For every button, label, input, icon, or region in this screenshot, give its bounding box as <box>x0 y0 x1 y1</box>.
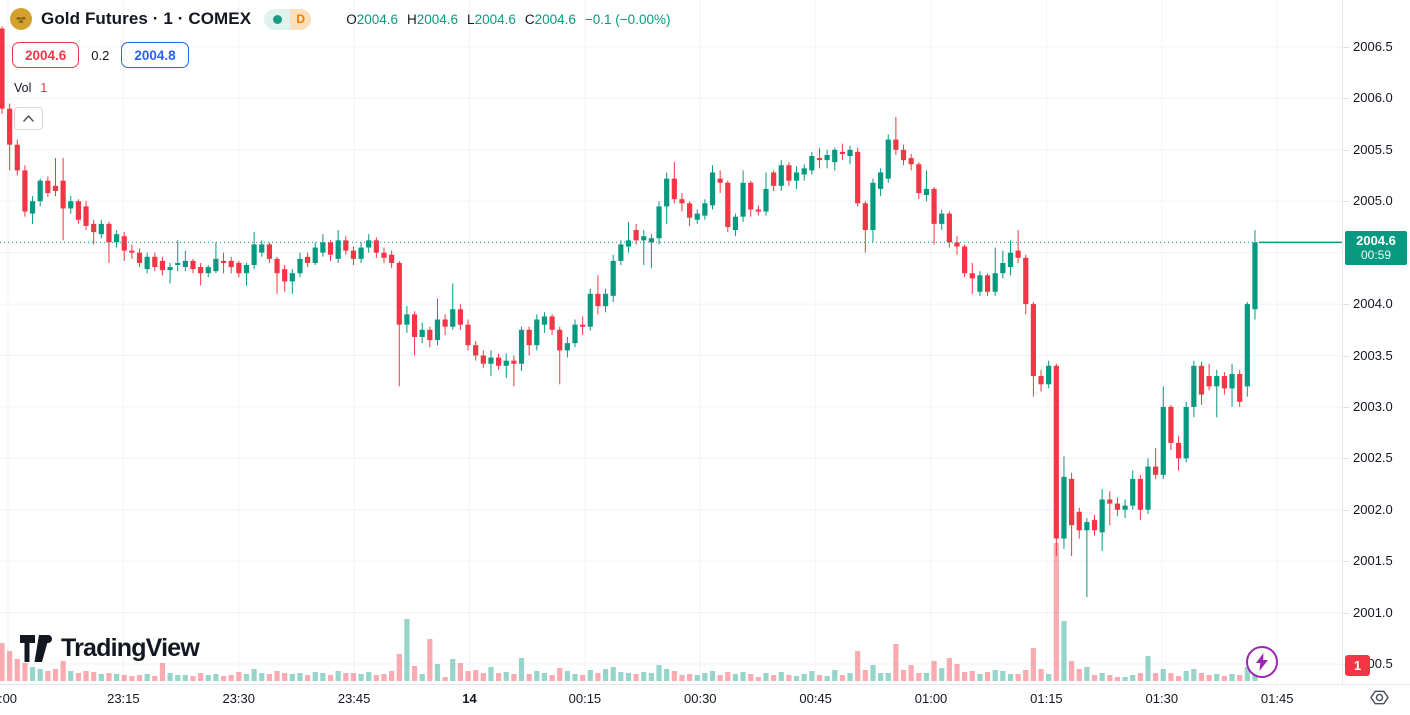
time-axis-label: 23:45 <box>337 691 371 706</box>
tradingview-mark-icon <box>20 635 52 662</box>
time-axis-label: 00:30 <box>683 691 717 706</box>
price-axis-label: 2001.0 <box>1343 604 1393 620</box>
lightning-trade-button[interactable] <box>1246 646 1278 678</box>
price-axis-label: 2006.0 <box>1343 90 1393 106</box>
tradingview-logo[interactable]: TradingView <box>20 634 200 663</box>
close-label: C <box>524 11 535 27</box>
order-panel: 2004.6 0.2 2004.8 <box>12 42 189 68</box>
price-axis[interactable]: 2004.6 00:59 1 2006.5 2006.0 2005.5 2005.0 2… <box>1342 0 1410 684</box>
price-axis-label: 2002.5 <box>1343 450 1393 466</box>
bar-countdown: 00:59 <box>1360 248 1392 262</box>
open-label: O <box>346 11 357 27</box>
low-value: 2004.6 <box>474 11 516 27</box>
price-axis-label: 2003.0 <box>1343 398 1393 414</box>
spread-label: 0.2 <box>91 47 110 63</box>
sell-button[interactable]: 2004.6 <box>12 42 80 68</box>
high-value: 2004.6 <box>416 11 459 27</box>
low-label: L <box>467 11 475 27</box>
delayed-data-letter: D <box>290 8 312 30</box>
time-axis-label: 01:45 <box>1260 691 1294 706</box>
current-price-label: 2004.6 00:59 <box>1345 231 1407 265</box>
price-axis-label: 2002.0 <box>1343 501 1393 517</box>
high-label: H <box>407 11 417 27</box>
change-value: −0.1 (−0.00%) <box>584 11 671 27</box>
price-axis-label: 2006.5 <box>1343 39 1393 54</box>
volume-value-badge: 1 <box>1345 655 1370 676</box>
time-axis-label: 01:30 <box>1145 691 1179 706</box>
volume-label: Vol <box>14 81 32 95</box>
price-axis-label: 2005.5 <box>1343 141 1393 157</box>
close-value: 2004.6 <box>534 11 576 27</box>
price-axis-label: 2001.5 <box>1343 553 1393 569</box>
legend-collapse-button[interactable] <box>14 107 43 130</box>
gold-symbol-icon <box>10 8 32 30</box>
time-axis-label: 23:15 <box>107 691 140 706</box>
tradingview-logo-text: TradingView <box>61 634 200 662</box>
chevron-up-icon <box>23 115 34 122</box>
price-axis-label: 2003.5 <box>1343 347 1393 363</box>
open-value: 2004.6 <box>356 11 398 27</box>
time-axis-date-label: 14 <box>462 691 477 706</box>
current-price-value: 2004.6 <box>1356 233 1396 248</box>
volume-value: 1 <box>40 81 48 95</box>
time-axis-label: 01:15 <box>1030 691 1063 706</box>
ohlc-readout: O2004.6 H2004.6 L2004.6 C2004.6 −0.1 (−0… <box>346 12 670 27</box>
volume-legend: Vol 1 <box>14 81 47 95</box>
time-axis-label: 01:00 <box>914 691 948 706</box>
time-axis-label: :00 <box>0 691 18 706</box>
symbol-title[interactable]: Gold Futures · 1 · COMEX <box>41 9 252 28</box>
price-axis-label: 2005.0 <box>1343 193 1393 209</box>
realtime-dot-icon <box>264 8 291 30</box>
time-axis-label: 23:30 <box>222 691 256 706</box>
buy-button[interactable]: 2004.8 <box>121 42 189 68</box>
time-axis[interactable]: :00 23:15 23:30 23:45 14 00:15 00:30 00:45 01:00… <box>0 684 1410 715</box>
time-axis-label: 00:15 <box>568 691 602 706</box>
data-mode-badge[interactable]: D <box>264 8 312 30</box>
time-axis-label: 00:45 <box>799 691 832 706</box>
time-axis-settings-icon[interactable] <box>1367 685 1391 709</box>
price-axis-label: 2004.0 <box>1343 296 1393 312</box>
lightning-bolt-icon <box>1256 653 1268 671</box>
symbol-header: Gold Futures · 1 · COMEX D O2004.6 H2004… <box>10 8 670 30</box>
